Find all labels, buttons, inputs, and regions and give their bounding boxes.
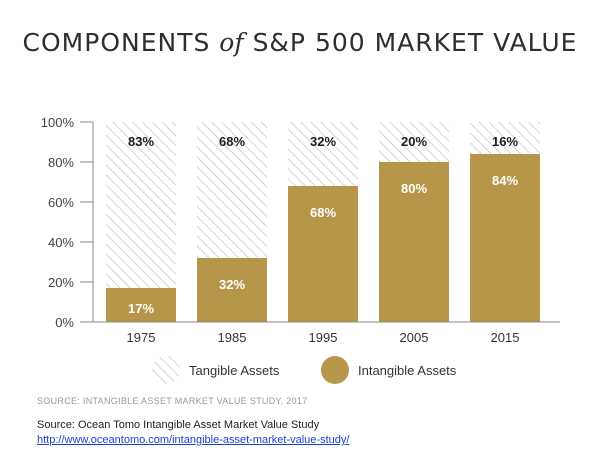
tangible-label-2005: 20% xyxy=(401,134,427,149)
intangible-label-1985: 32% xyxy=(219,277,245,292)
source-caption: SOURCE: INTANGIBLE ASSET MARKET VALUE ST… xyxy=(37,396,308,406)
legend-tangible-label: Tangible Assets xyxy=(189,363,280,378)
source-line: Source: Ocean Tomo Intangible Asset Mark… xyxy=(37,419,320,431)
tangible-label-1985: 68% xyxy=(219,134,245,149)
tangible-label-1975: 83% xyxy=(128,134,154,149)
x-tick-label-1985: 1985 xyxy=(218,330,247,345)
intangible-bar-1985 xyxy=(197,258,267,322)
tangible-label-2015: 16% xyxy=(492,134,518,149)
tangible-label-1995: 32% xyxy=(310,134,336,149)
intangible-bar-1975 xyxy=(106,288,176,322)
intangible-label-2005: 80% xyxy=(401,181,427,196)
y-tick-label: 80% xyxy=(48,155,74,170)
tangible-bar-1985 xyxy=(197,122,267,258)
chart-area: 83% 17% 68% 32% 32% 68% 20% 80% 16% 84% 0% 20% 40% 6… xyxy=(41,115,560,384)
x-tick-label-1995: 1995 xyxy=(309,330,338,345)
x-tick-label-2005: 2005 xyxy=(400,330,429,345)
chart-title: COMPONENTS of S&P 500 MARKET VALUE xyxy=(0,28,600,57)
tangible-bar-2005 xyxy=(379,122,449,162)
y-tick-label: 100% xyxy=(41,115,75,130)
tangible-bar-1995 xyxy=(288,122,358,186)
x-tick-label-1975: 1975 xyxy=(127,330,156,345)
y-tick-label: 60% xyxy=(48,195,74,210)
tangible-bar-1975 xyxy=(106,122,176,288)
intangible-label-1995: 68% xyxy=(310,205,336,220)
intangible-label-1975: 17% xyxy=(128,301,154,316)
y-tick-label: 20% xyxy=(48,275,74,290)
title-part-components: COMPONENTS xyxy=(22,28,211,57)
intangible-bar-2005 xyxy=(379,162,449,322)
intangible-label-2015: 84% xyxy=(492,173,518,188)
intangible-bar-1995 xyxy=(288,186,358,322)
legend-intangible-label: Intangible Assets xyxy=(358,363,457,378)
x-tick-label-2015: 2015 xyxy=(491,330,520,345)
tangible-bar-2015 xyxy=(470,122,540,154)
source-link[interactable]: http://www.oceantomo.com/intangible-asse… xyxy=(37,434,350,446)
legend-intangible-swatch xyxy=(321,356,349,384)
title-part-of: of xyxy=(219,28,244,57)
title-part-market-value: S&P 500 MARKET VALUE xyxy=(252,28,578,57)
y-tick-label: 40% xyxy=(48,235,74,250)
intangible-bar-2015 xyxy=(470,154,540,322)
y-tick-label: 0% xyxy=(55,315,74,330)
legend-tangible-swatch xyxy=(152,356,180,384)
